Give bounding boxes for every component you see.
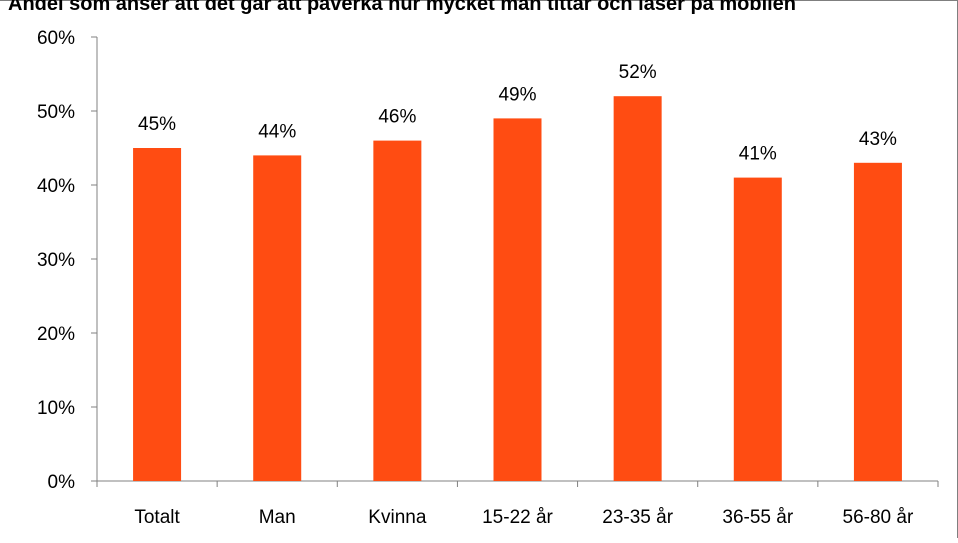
y-tick-label: 0%: [48, 472, 76, 493]
bar: [493, 118, 542, 482]
x-tick-label: Kvinna: [368, 507, 427, 528]
y-tick-label: 50%: [37, 102, 75, 123]
data-label: 44%: [258, 121, 296, 142]
x-tick-label: Totalt: [134, 507, 180, 528]
data-labels: 45% 44% 46% 49% 52% 41% 43%: [138, 62, 897, 164]
data-label: 43%: [859, 129, 897, 150]
x-tick-label: 36-55 år: [722, 507, 793, 528]
chart-title: Andel som anser att det går att påverka …: [8, 0, 797, 14]
data-label: 49%: [498, 84, 536, 105]
data-label: 52%: [619, 62, 657, 83]
data-label: 46%: [378, 107, 416, 128]
y-tick-label: 10%: [37, 398, 75, 419]
bar: [733, 177, 782, 481]
bar: [853, 162, 902, 482]
y-tick-label: 30%: [37, 250, 75, 271]
data-label: 45%: [138, 114, 176, 135]
bar: [613, 96, 662, 481]
bar: [133, 148, 182, 481]
x-tick-label: 23-35 år: [602, 507, 673, 528]
bars: [133, 96, 902, 482]
x-tick-label: 15-22 år: [482, 507, 553, 528]
y-tick-label: 40%: [37, 176, 75, 197]
x-tick-label: 56-80 år: [843, 507, 914, 528]
y-tick-label: 60%: [37, 28, 75, 49]
x-tick-label: Man: [259, 507, 296, 528]
bar: [373, 140, 422, 481]
bar: [253, 155, 302, 481]
data-label: 41%: [739, 144, 777, 165]
y-tick-label: 20%: [37, 324, 75, 345]
